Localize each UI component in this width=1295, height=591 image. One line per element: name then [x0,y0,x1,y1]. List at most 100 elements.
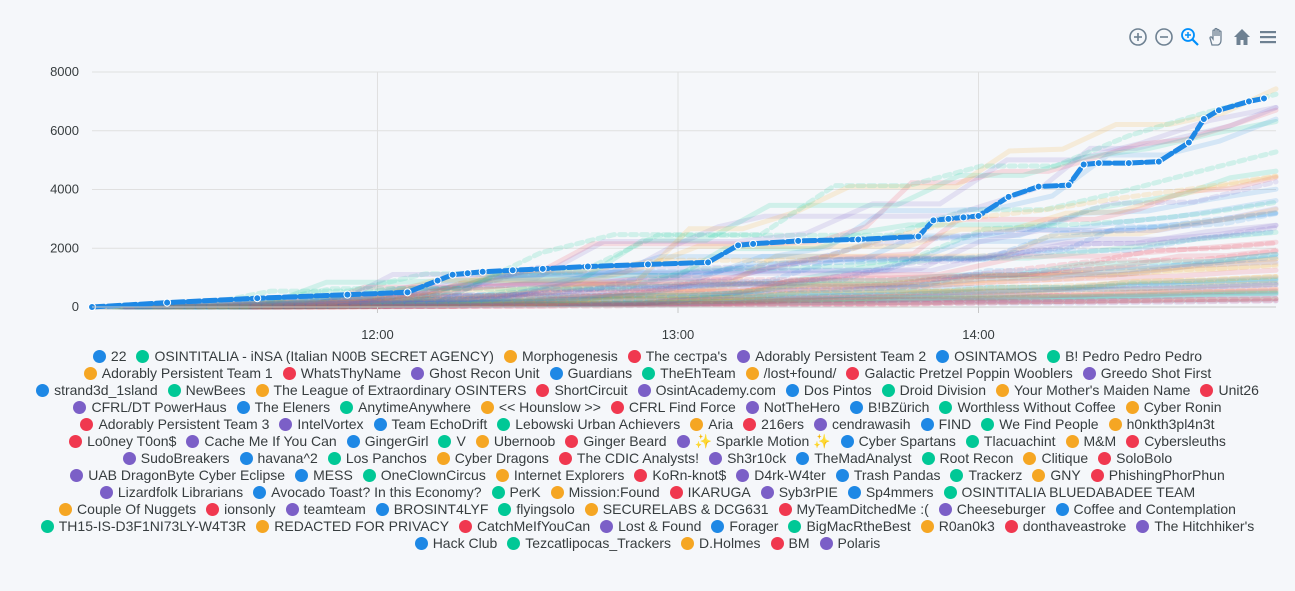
legend-item[interactable]: AnytimeAnywhere [340,399,471,416]
legend-item[interactable]: IntelVortex [279,416,364,433]
legend-item[interactable]: h0nkth3pl4n3t [1108,416,1215,433]
pan-hand-icon[interactable] [1205,26,1227,48]
legend-item[interactable]: UAB DragonByte Cyber Eclipse [70,467,285,484]
legend-item[interactable]: ShortCircuit [536,382,628,399]
legend-item[interactable]: TheMadAnalyst [796,450,912,467]
legend-item[interactable]: TH15-IS-D3F1NI73LY-W4T3R [40,518,246,535]
legend-item[interactable]: OSINTITALIA BLUEDABADEE TEAM [943,484,1195,501]
legend-item[interactable]: R0an0k3 [920,518,995,535]
legend-item[interactable]: Galactic Pretzel Poppin Wooblers [846,365,1073,382]
legend-item[interactable]: Trash Pandas [835,467,940,484]
legend-item[interactable]: teamteam [285,501,366,518]
legend-item[interactable]: Cybersleuths [1126,433,1226,450]
legend-item[interactable]: The сестра's [627,348,727,365]
legend-item[interactable]: B! Pedro Pedro Pedro [1047,348,1202,365]
legend-item[interactable]: Syb3rPIE [760,484,838,501]
legend-item[interactable]: GingerGirl [346,433,428,450]
score-timeline-chart[interactable]: 0 2000 4000 6000 8000 12:00 13:00 14:00 [0,0,1295,345]
legend-item[interactable]: M&M [1065,433,1116,450]
legend-item[interactable]: Aria [690,416,733,433]
legend-item[interactable]: Root Recon [921,450,1013,467]
legend-item[interactable]: Trackerz [950,467,1022,484]
legend-item[interactable]: D4rk-W4ter [736,467,826,484]
legend-item[interactable]: << Hounslow >> [480,399,601,416]
legend-item[interactable]: Los Panchos [327,450,427,467]
legend-item[interactable]: Greedo Shot First [1082,365,1211,382]
legend-item[interactable]: Adorably Persistent Team 2 [737,348,926,365]
legend-item[interactable]: Dos Pintos [785,382,872,399]
legend-item[interactable]: Cache Me If You Can [186,433,337,450]
legend-item[interactable]: NewBees [167,382,246,399]
legend-item[interactable]: Unit26 [1200,382,1259,399]
legend-item[interactable]: The Hitchhiker's [1136,518,1254,535]
legend-item[interactable]: The Eleners [236,399,330,416]
legend-item[interactable]: BROSINT4LYF [375,501,488,518]
legend-item[interactable]: Clitique [1023,450,1088,467]
legend-item[interactable]: flyingsolo [498,501,575,518]
legend-item[interactable]: havana^2 [239,450,318,467]
legend-item[interactable]: /lost+found/ [745,365,836,382]
legend-item[interactable]: Guardians [549,365,632,382]
legend-item[interactable]: Tezcatlipocas_Trackers [507,535,671,552]
legend-item[interactable]: V [438,433,466,450]
legend-item[interactable]: strand3d_1sland [36,382,158,399]
legend-item[interactable]: Lo0ney T0on$ [69,433,176,450]
zoom-in-icon[interactable] [1127,26,1149,48]
legend-item[interactable]: FIND [920,416,971,433]
legend-item[interactable]: Sh3r10ck [709,450,786,467]
menu-icon[interactable] [1257,26,1279,48]
legend-item[interactable]: CFRL Find Force [610,399,736,416]
legend-item[interactable]: Sp4mmers [847,484,934,501]
zoom-out-icon[interactable] [1153,26,1175,48]
legend-item[interactable]: Ginger Beard [565,433,667,450]
legend-item[interactable]: KoRn-knot$ [634,467,726,484]
highlighted-series[interactable] [88,94,1268,311]
legend-item[interactable]: Lebowski Urban Achievers [497,416,680,433]
legend-item[interactable]: Adorably Persistent Team 1 [83,365,273,382]
legend-item[interactable]: Cyber Ronin [1125,399,1222,416]
legend-item[interactable]: 216ers [743,416,804,433]
legend-item[interactable]: Couple Of Nuggets [59,501,196,518]
legend-item[interactable]: CFRL/DT PowerHaus [73,399,227,416]
legend-item[interactable]: GNY [1032,467,1081,484]
legend-item[interactable]: OneClownCircus [362,467,486,484]
legend-item[interactable]: MyTeamDitchedMe :( [778,501,929,518]
legend-item[interactable]: We Find People [981,416,1099,433]
legend-item[interactable]: 22 [92,348,126,365]
legend-item[interactable]: NotTheHero [745,399,840,416]
legend-item[interactable]: Coffee and Contemplation [1055,501,1236,518]
legend-item[interactable]: SudoBreakers [122,450,230,467]
legend-item[interactable]: Lizardfolk Librarians [99,484,243,501]
legend-item[interactable]: WhatsThyName [282,365,401,382]
legend-item[interactable]: Cheeseburger [938,501,1046,518]
legend-item[interactable]: SoloBolo [1098,450,1172,467]
legend-item[interactable]: Avocado Toast? In this Economy? [253,484,482,501]
legend-item[interactable]: Adorably Persistent Team 3 [80,416,269,433]
legend-item[interactable]: ✨ Sparkle Motion ✨ [676,433,831,450]
legend-item[interactable]: BM [770,535,810,552]
legend-item[interactable]: OSINTITALIA - iNSA (Italian N00B SECRET … [136,348,494,365]
legend-item[interactable]: Tlacuachint [965,433,1056,450]
legend-item[interactable]: Cyber Spartans [840,433,956,450]
legend-item[interactable]: ionsonly [206,501,276,518]
legend-item[interactable]: Morphogenesis [503,348,618,365]
zoom-select-icon[interactable] [1179,26,1201,48]
legend-item[interactable]: The CDIC Analysts! [558,450,699,467]
home-reset-icon[interactable] [1231,26,1253,48]
legend-item[interactable]: cendrawasih [813,416,911,433]
legend-item[interactable]: Cyber Dragons [436,450,549,467]
legend-item[interactable]: BigMacRtheBest [788,518,911,535]
legend-item[interactable]: Forager [711,518,778,535]
legend-item[interactable]: Ubernoob [475,433,555,450]
legend-item[interactable]: Worthless Without Coffee [939,399,1116,416]
legend-item[interactable]: B!BZürich [850,399,929,416]
legend-item[interactable]: SECURELABS & DCG631 [584,501,769,518]
legend-item[interactable]: D.Holmes [681,535,761,552]
legend-item[interactable]: TheEhTeam [642,365,736,382]
legend-item[interactable]: Mission:Found [550,484,660,501]
legend-item[interactable]: Ghost Recon Unit [411,365,540,382]
legend-item[interactable]: PerK [491,484,541,501]
legend-item[interactable]: PhishingPhorPhun [1090,467,1225,484]
legend-item[interactable]: Your Mother's Maiden Name [995,382,1190,399]
legend-item[interactable]: IKARUGA [669,484,751,501]
